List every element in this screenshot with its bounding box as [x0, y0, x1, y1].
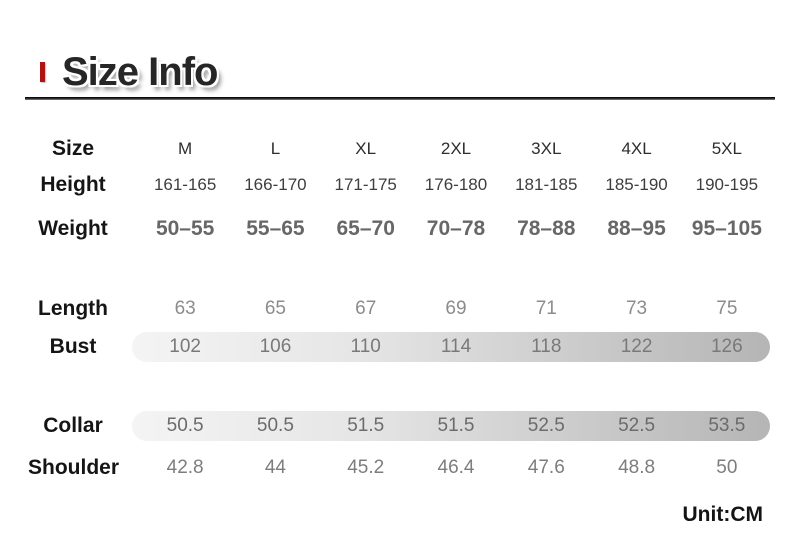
- bust-row-highlight: [132, 332, 770, 362]
- size-table: Size M L XL 2XL 3XL 4XL 5XL Height 161-1…: [28, 130, 772, 484]
- table-row-weight: Weight 50–55 55–65 65–70 70–78 78–88 88–…: [28, 212, 772, 246]
- height-value: 190-195: [695, 175, 759, 194]
- shoulder-value: 50: [716, 457, 738, 478]
- weight-value: 50–55: [155, 217, 215, 240]
- weight-value: 70–78: [426, 217, 486, 240]
- column-header-l: L: [270, 139, 281, 158]
- collar-value: 50.5: [256, 415, 294, 436]
- height-value: 185-190: [605, 175, 668, 194]
- length-value: 69: [445, 298, 467, 319]
- column-header-5xl: 5XL: [711, 139, 742, 158]
- weight-value: 65–70: [336, 217, 395, 240]
- height-value: 176-180: [424, 175, 488, 194]
- table-row-shoulder: Shoulder 42.8 44 45.2 46.4 47.6 48.8 50: [28, 452, 772, 484]
- shoulder-value: 45.2: [347, 457, 385, 478]
- table-row-size: Size M L XL 2XL 3XL 4XL 5XL: [28, 130, 772, 168]
- weight-value: 55–65: [246, 217, 305, 240]
- collar-value: 53.5: [708, 415, 746, 436]
- column-header-4xl: 4XL: [621, 139, 652, 158]
- weight-value: 95–105: [691, 217, 762, 240]
- table-row-height: Height 161-165 166-170 171-175 176-180 1…: [28, 168, 772, 202]
- shoulder-value: 48.8: [618, 457, 656, 478]
- shoulder-value: 47.6: [527, 457, 565, 478]
- page-header: Size Info: [40, 49, 218, 94]
- row-label-shoulder: Shoulder: [28, 456, 120, 479]
- header-divider: [25, 97, 775, 100]
- column-header-xl: XL: [355, 139, 377, 158]
- collar-value: 51.5: [437, 415, 475, 436]
- bust-value: 126: [710, 336, 743, 357]
- bust-value: 114: [440, 336, 472, 357]
- weight-value: 88–95: [607, 217, 666, 240]
- column-header-3xl: 3XL: [531, 139, 562, 158]
- table-row-length: Length 63 65 67 69 71 73 75: [28, 292, 772, 326]
- height-value: 181-185: [515, 175, 578, 194]
- collar-value: 52.5: [618, 415, 656, 436]
- bust-value: 118: [531, 336, 562, 357]
- row-label-collar: Collar: [43, 414, 103, 437]
- column-header-2xl: 2XL: [440, 139, 472, 158]
- bust-value: 106: [259, 336, 292, 357]
- length-value: 75: [716, 298, 738, 319]
- collar-row-highlight: [132, 411, 770, 441]
- collar-value: 51.5: [347, 415, 385, 436]
- page-title: Size Info: [62, 49, 218, 94]
- length-value: 67: [355, 298, 377, 319]
- length-value: 63: [174, 298, 196, 319]
- row-label-height: Height: [40, 173, 106, 196]
- shoulder-value: 44: [264, 457, 286, 478]
- height-value: 161-165: [153, 175, 217, 194]
- length-value: 65: [264, 298, 286, 319]
- unit-label: Unit:CM: [682, 503, 763, 526]
- column-header-m: M: [178, 139, 193, 158]
- row-label-weight: Weight: [38, 217, 108, 240]
- row-label-size: Size: [51, 137, 95, 160]
- collar-value: 50.5: [166, 415, 204, 436]
- weight-value: 78–88: [517, 217, 576, 240]
- bust-value: 122: [620, 336, 653, 357]
- bust-value: 102: [169, 336, 201, 357]
- title-accent-bar: [40, 62, 45, 82]
- length-value: 73: [625, 298, 648, 319]
- table-row-bust: Bust 102 106 110 114 118 122 126: [28, 332, 772, 362]
- shoulder-value: 42.8: [166, 457, 204, 478]
- row-label-length: Length: [38, 297, 108, 320]
- row-label-bust: Bust: [49, 335, 97, 358]
- bust-value: 110: [350, 336, 381, 357]
- length-value: 71: [535, 298, 557, 319]
- height-weight-separator-row: [28, 202, 772, 212]
- height-value: 171-175: [334, 175, 397, 194]
- table-row-collar: Collar 50.5 50.5 51.5 51.5 52.5 52.5 53.…: [28, 411, 772, 441]
- height-value: 166-170: [244, 175, 307, 194]
- collar-value: 52.5: [527, 415, 565, 436]
- shoulder-value: 46.4: [437, 457, 475, 478]
